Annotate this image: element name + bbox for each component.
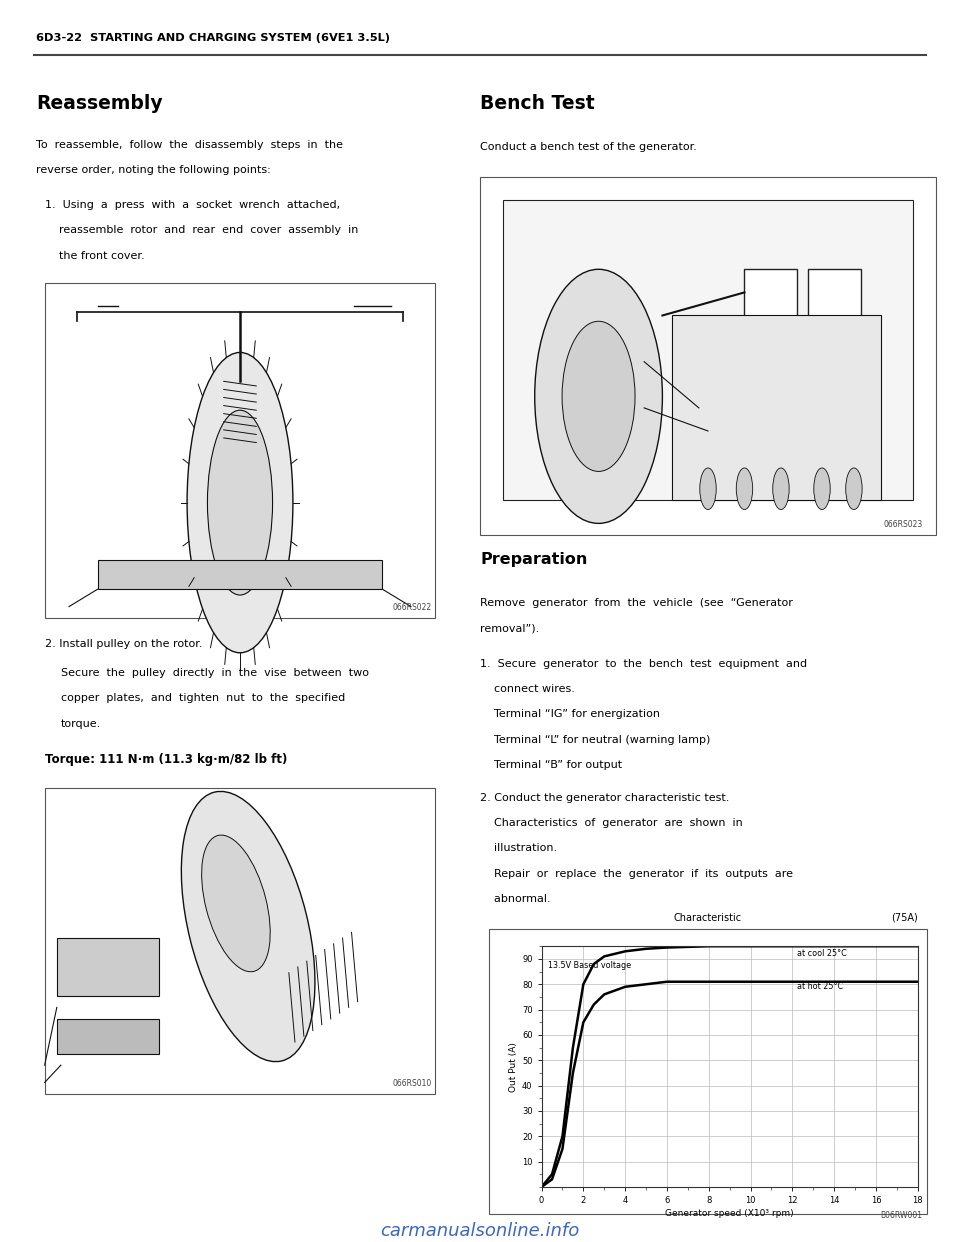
Bar bbox=[57, 938, 158, 996]
Text: 066RS010: 066RS010 bbox=[392, 1079, 431, 1088]
X-axis label: Generator speed (X10³ rpm): Generator speed (X10³ rpm) bbox=[665, 1210, 794, 1218]
Ellipse shape bbox=[204, 396, 276, 460]
Text: Bench Test: Bench Test bbox=[480, 93, 594, 113]
Text: connect wires.: connect wires. bbox=[480, 684, 575, 694]
Text: 066RS023: 066RS023 bbox=[883, 520, 923, 529]
Bar bbox=[480, 176, 936, 535]
Text: Reassembly: Reassembly bbox=[36, 93, 163, 113]
Text: illustration.: illustration. bbox=[480, 843, 557, 853]
Text: removal”).: removal”). bbox=[480, 623, 540, 633]
Text: Repair  or  replace  the  generator  if  its  outputs  are: Repair or replace the generator if its o… bbox=[480, 868, 793, 879]
Text: 13.5V Based voltage: 13.5V Based voltage bbox=[548, 961, 631, 970]
Text: 2. Conduct the generator characteristic test.: 2. Conduct the generator characteristic … bbox=[480, 792, 730, 802]
Text: Terminal “L” for neutral (warning lamp): Terminal “L” for neutral (warning lamp) bbox=[480, 735, 710, 745]
Text: the front cover.: the front cover. bbox=[44, 251, 144, 261]
Circle shape bbox=[187, 353, 293, 653]
Text: Terminal “B” for output: Terminal “B” for output bbox=[480, 760, 622, 770]
Bar bbox=[672, 315, 881, 501]
Circle shape bbox=[736, 468, 753, 509]
Text: Characteristics  of  generator  are  shown  in: Characteristics of generator are shown i… bbox=[480, 818, 743, 828]
Bar bbox=[745, 350, 797, 402]
Text: 066RS022: 066RS022 bbox=[393, 604, 431, 612]
Text: 1.  Secure  generator  to  the  bench  test  equipment  and: 1. Secure generator to the bench test eq… bbox=[480, 658, 807, 668]
Text: Characteristic: Characteristic bbox=[674, 913, 742, 923]
Text: copper  plates,  and  tighten  nut  to  the  specified: copper plates, and tighten nut to the sp… bbox=[60, 693, 346, 703]
Ellipse shape bbox=[202, 835, 270, 971]
Circle shape bbox=[207, 410, 273, 595]
Y-axis label: Out Put (A): Out Put (A) bbox=[509, 1042, 517, 1092]
Text: Secure  the  pulley  directly  in  the  vise  between  two: Secure the pulley directly in the vise b… bbox=[60, 668, 369, 678]
Text: 2. Install pulley on the rotor.: 2. Install pulley on the rotor. bbox=[44, 638, 203, 648]
Ellipse shape bbox=[535, 270, 662, 523]
Text: reverse order, noting the following points:: reverse order, noting the following poin… bbox=[36, 165, 272, 175]
Ellipse shape bbox=[181, 791, 315, 1062]
Text: Preparation: Preparation bbox=[480, 553, 588, 568]
Bar bbox=[808, 350, 861, 402]
Text: Conduct a bench test of the generator.: Conduct a bench test of the generator. bbox=[480, 143, 697, 153]
Text: 1.  Using  a  press  with  a  socket  wrench  attached,: 1. Using a press with a socket wrench at… bbox=[44, 200, 340, 210]
Text: torque.: torque. bbox=[60, 719, 101, 729]
Text: To  reassemble,  follow  the  disassembly  steps  in  the: To reassemble, follow the disassembly st… bbox=[36, 140, 344, 150]
Text: abnormal.: abnormal. bbox=[480, 894, 551, 904]
Bar bbox=[57, 1018, 158, 1053]
Circle shape bbox=[846, 468, 862, 509]
Bar bbox=[808, 270, 861, 322]
Text: carmanualsonline.info: carmanualsonline.info bbox=[380, 1222, 580, 1240]
Text: (75A): (75A) bbox=[891, 913, 918, 923]
Text: reassemble  rotor  and  rear  end  cover  assembly  in: reassemble rotor and rear end cover asse… bbox=[44, 225, 358, 236]
Ellipse shape bbox=[562, 322, 636, 472]
Text: at hot 25°C: at hot 25°C bbox=[797, 981, 843, 991]
Text: B06RW001: B06RW001 bbox=[880, 1211, 923, 1220]
Circle shape bbox=[773, 468, 789, 509]
Bar bbox=[204, 427, 276, 486]
Bar bbox=[98, 560, 382, 589]
Text: Torque: 111 N·m (11.3 kg·m/82 lb ft): Torque: 111 N·m (11.3 kg·m/82 lb ft) bbox=[44, 753, 287, 766]
Text: 6D3-22  STARTING AND CHARGING SYSTEM (6VE1 3.5L): 6D3-22 STARTING AND CHARGING SYSTEM (6VE… bbox=[36, 34, 391, 43]
Bar bbox=[44, 283, 436, 619]
Bar bbox=[745, 270, 797, 322]
Text: Terminal “IG” for energization: Terminal “IG” for energization bbox=[480, 709, 660, 719]
Bar bbox=[44, 787, 436, 1094]
Circle shape bbox=[700, 468, 716, 509]
Text: at cool 25°C: at cool 25°C bbox=[797, 949, 847, 958]
Bar bbox=[503, 200, 913, 501]
Circle shape bbox=[814, 468, 830, 509]
Text: Remove  generator  from  the  vehicle  (see  “Generator: Remove generator from the vehicle (see “… bbox=[480, 599, 793, 609]
